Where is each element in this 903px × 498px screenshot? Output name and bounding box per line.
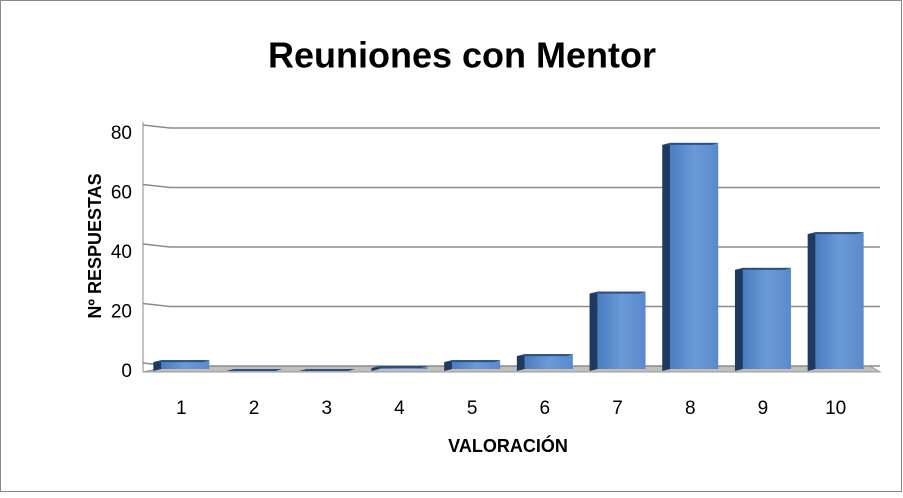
x-axis-label: VALORACIÓN	[448, 435, 568, 456]
bar-side	[516, 354, 525, 371]
bar-top	[298, 369, 355, 371]
bar	[226, 369, 283, 371]
x-tick-label: 8	[685, 398, 696, 419]
y-tick-label: 20	[111, 302, 132, 323]
x-tick-label: 3	[321, 398, 332, 419]
grid-line	[142, 183, 880, 189]
bar-side	[662, 142, 671, 371]
bar-side	[734, 267, 743, 371]
bar-front	[742, 267, 791, 369]
y-tick-label: 60	[111, 183, 132, 204]
y-tick-label: 80	[111, 123, 132, 144]
bar-side	[589, 291, 598, 371]
bar-top	[589, 291, 646, 294]
grid-line	[142, 124, 880, 129]
grid-line	[142, 243, 880, 248]
x-tick-label: 10	[825, 398, 846, 419]
bar	[807, 232, 864, 371]
bar	[444, 360, 501, 371]
x-tick-label: 5	[467, 398, 478, 419]
bar-top	[444, 360, 501, 363]
bar-side	[153, 360, 162, 371]
x-tick-label: 2	[249, 398, 260, 419]
bar	[734, 267, 791, 371]
x-tick-label: 4	[394, 398, 405, 419]
bar	[589, 291, 646, 371]
x-tick-label: 6	[540, 398, 551, 419]
bar-top	[371, 366, 428, 369]
bar-top	[807, 232, 864, 235]
bar-front	[670, 142, 719, 369]
y-axis-label: Nº RESPUESTAS	[85, 173, 105, 318]
y-tick-label: 0	[121, 361, 132, 382]
bar-top	[516, 354, 573, 357]
bar-front	[452, 360, 501, 369]
x-tick-label: 7	[612, 398, 623, 419]
bar-side	[807, 232, 816, 371]
x-tick-label: 1	[176, 398, 187, 419]
bar	[153, 360, 210, 371]
bar-top	[662, 142, 719, 145]
y-tick-label: 40	[111, 242, 132, 263]
bar-side	[444, 360, 453, 371]
bar	[662, 142, 719, 371]
bar	[516, 354, 573, 371]
bar-front	[161, 360, 210, 369]
bar-front	[524, 354, 573, 369]
bar-top	[734, 267, 791, 270]
bar-top	[153, 360, 210, 363]
x-tick-label: 9	[758, 398, 769, 419]
bar-front	[597, 291, 646, 369]
bar	[371, 366, 428, 371]
chart-title: Reuniones con Mentor	[268, 35, 656, 76]
bar-front	[815, 232, 864, 369]
bar-top	[226, 369, 283, 371]
bar	[298, 369, 355, 371]
